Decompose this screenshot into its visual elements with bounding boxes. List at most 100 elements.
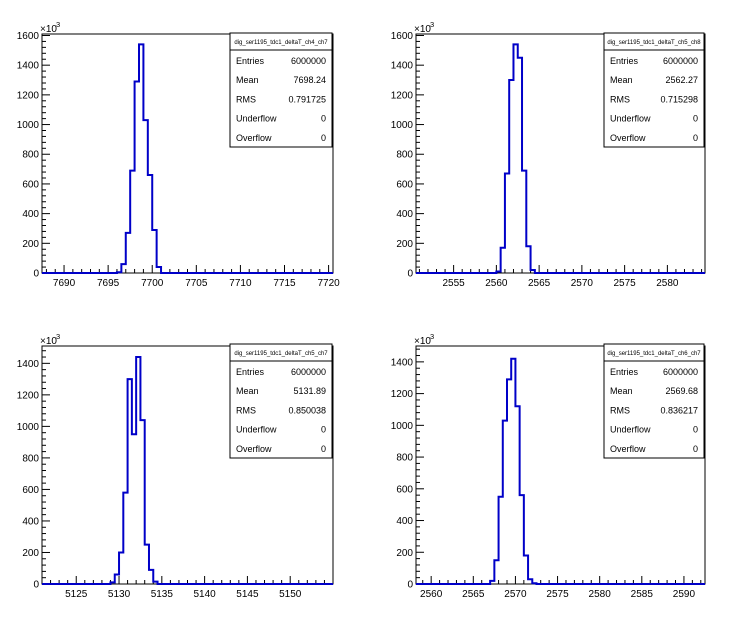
y-tick-label: 1200 (17, 90, 40, 101)
y-exponent-label: ×10 (40, 24, 57, 35)
y-tick-label: 800 (396, 150, 413, 161)
x-tick-label: 7710 (229, 278, 252, 289)
stats-box (229, 32, 333, 148)
stats-label: Overflow (236, 133, 272, 143)
x-tick-label: 2565 (528, 278, 551, 289)
y-tick-label: 1000 (391, 421, 414, 432)
y-tick-label: 1200 (391, 389, 414, 400)
y-tick-label: 800 (22, 150, 39, 161)
stats-label: Entries (236, 367, 265, 377)
y-tick-label: 1600 (391, 31, 414, 42)
y-tick-label: 200 (396, 239, 413, 250)
x-tick-label: 2555 (442, 278, 465, 289)
x-tick-label: 5135 (151, 589, 174, 600)
stats-label: RMS (610, 405, 630, 415)
y-tick-label: 200 (22, 548, 39, 559)
stats-label: Mean (236, 75, 259, 85)
y-tick-label: 0 (33, 269, 39, 280)
y-tick-label: 600 (22, 485, 39, 496)
stats-value: 0.850038 (288, 405, 326, 415)
y-tick-label: 200 (22, 239, 39, 250)
y-exponent-power: 3 (56, 332, 60, 341)
y-tick-label: 1200 (391, 90, 414, 101)
y-tick-label: 400 (22, 516, 39, 527)
stats-label: Entries (610, 367, 639, 377)
stats-label: Entries (236, 56, 265, 66)
stats-value: 7698.24 (293, 75, 326, 85)
y-exponent-label: ×10 (414, 336, 431, 347)
y-tick-label: 1200 (17, 390, 40, 401)
stats-label: Overflow (610, 444, 646, 454)
stats-value: 5131.89 (293, 386, 326, 396)
stats-value: 0 (321, 114, 326, 124)
x-tick-label: 7705 (185, 278, 208, 289)
stats-label: RMS (236, 94, 256, 104)
y-tick-label: 800 (396, 453, 413, 464)
stats-label: Overflow (236, 444, 272, 454)
stats-value: 6000000 (663, 56, 698, 66)
stats-title: dig_ser1195_tdc1_deltaT_ch5_ch8 (607, 40, 701, 46)
stats-value: 6000000 (291, 367, 326, 377)
histogram-line (42, 43, 333, 274)
x-tick-label: 2575 (614, 278, 637, 289)
stats-value: 0 (693, 133, 698, 143)
y-tick-label: 400 (396, 209, 413, 220)
y-tick-label: 1000 (17, 120, 40, 131)
histogram-pad-ch4-ch7: 0 200 400 600 800 1000 1200 1400 1600 7690 7695 770… (17, 20, 340, 289)
x-tick-label: 2560 (485, 278, 508, 289)
stats-box (603, 32, 705, 148)
x-tick-label: 2575 (546, 589, 569, 600)
y-tick-label: 1400 (17, 359, 40, 370)
y-tick-label: 1600 (17, 31, 40, 42)
stats-value: 2569.68 (665, 386, 698, 396)
x-tick-label: 5125 (65, 589, 88, 600)
stats-label: Underflow (610, 114, 651, 124)
y-tick-label: 200 (396, 548, 413, 559)
stats-value: 0 (321, 425, 326, 435)
y-tick-label: 600 (396, 179, 413, 190)
stats-title: dig_ser1195_tdc1_deltaT_ch4_ch7 (234, 40, 328, 46)
y-tick-label: 1400 (17, 61, 40, 72)
stats-label: Entries (610, 56, 639, 66)
y-tick-label: 400 (22, 209, 39, 220)
x-tick-label: 2570 (571, 278, 594, 289)
histogram-pad-ch6-ch7: 0 200 400 600 800 1000 1200 1400 2560 2565 2570 257… (391, 332, 706, 600)
stats-value: 0.836217 (660, 405, 698, 415)
x-tick-label: 7715 (273, 278, 296, 289)
x-tick-label: 2580 (589, 589, 612, 600)
y-exponent-label: ×10 (414, 24, 431, 35)
y-exponent-power: 3 (56, 20, 60, 29)
x-tick-label: 5145 (236, 589, 259, 600)
stats-value: 0.715298 (660, 94, 698, 104)
x-tick-label: 2565 (462, 589, 485, 600)
x-tick-label: 2560 (420, 589, 443, 600)
stats-value: 0 (693, 425, 698, 435)
stats-value: 6000000 (291, 56, 326, 66)
histogram-line (416, 357, 705, 585)
histogram-pad-ch5-ch7: 0 200 400 600 800 1000 1200 1400 5125 5130 5135 514… (17, 332, 334, 600)
y-tick-label: 1400 (391, 61, 414, 72)
stats-value: 2562.27 (665, 75, 698, 85)
x-tick-label: 5150 (279, 589, 302, 600)
histogram-line (416, 43, 705, 274)
y-tick-label: 1000 (391, 120, 414, 131)
x-tick-label: 7700 (141, 278, 164, 289)
x-tick-label: 7720 (317, 278, 340, 289)
stats-title: dig_ser1195_tdc1_deltaT_ch5_ch7 (234, 351, 328, 357)
stats-label: Underflow (610, 425, 651, 435)
y-tick-label: 400 (396, 516, 413, 527)
stats-label: Underflow (236, 114, 277, 124)
stats-label: Underflow (236, 425, 277, 435)
x-tick-label: 5130 (108, 589, 131, 600)
stats-box (229, 343, 333, 459)
y-tick-label: 0 (33, 580, 39, 591)
x-tick-label: 5140 (193, 589, 216, 600)
y-tick-label: 1000 (17, 422, 40, 433)
stats-label: Mean (236, 386, 259, 396)
stats-label: Mean (610, 75, 633, 85)
y-tick-label: 600 (396, 484, 413, 495)
stats-box (603, 343, 705, 459)
stats-label: Mean (610, 386, 633, 396)
y-exponent-power: 3 (430, 20, 434, 29)
